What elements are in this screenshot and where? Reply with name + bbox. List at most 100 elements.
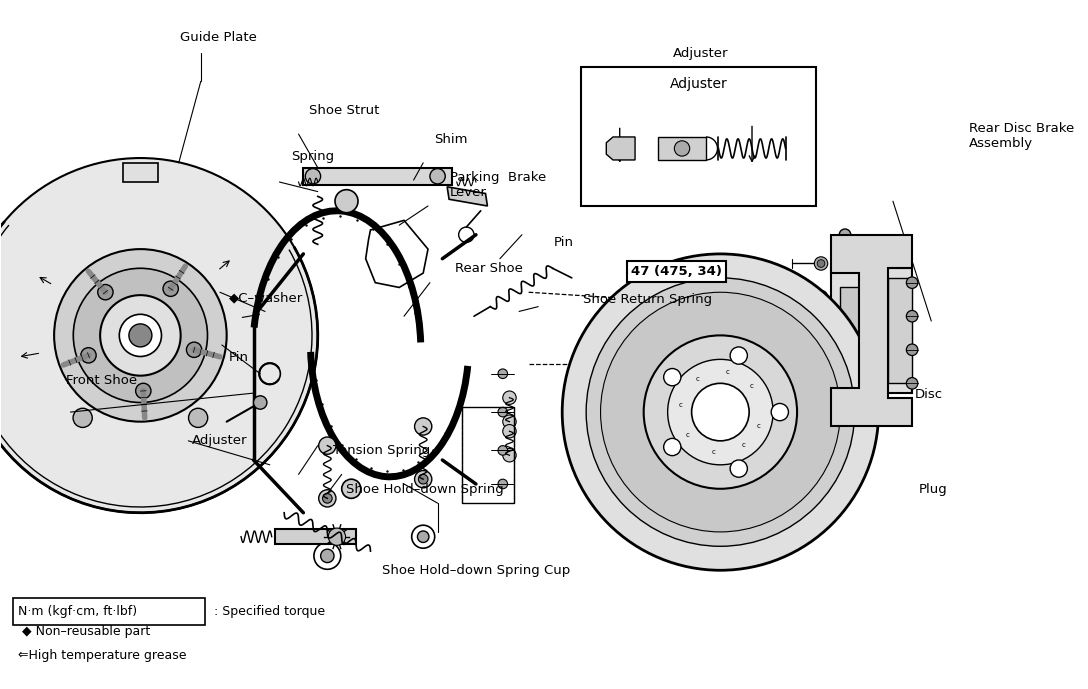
Circle shape	[906, 311, 918, 322]
Circle shape	[342, 479, 361, 498]
Circle shape	[664, 438, 681, 455]
Text: Plug: Plug	[919, 484, 948, 496]
Circle shape	[322, 493, 332, 503]
Text: ◆C–washer: ◆C–washer	[228, 292, 304, 305]
Circle shape	[254, 395, 267, 409]
Circle shape	[814, 362, 828, 376]
Text: c: c	[750, 383, 753, 389]
Text: Shoe Strut: Shoe Strut	[309, 103, 380, 116]
Circle shape	[498, 479, 508, 489]
Circle shape	[771, 404, 789, 421]
Circle shape	[430, 169, 445, 184]
Circle shape	[306, 169, 321, 184]
Circle shape	[668, 360, 774, 465]
Circle shape	[503, 449, 516, 462]
Circle shape	[503, 391, 516, 404]
Text: c: c	[695, 376, 700, 382]
Circle shape	[562, 254, 878, 570]
Circle shape	[319, 437, 336, 454]
Circle shape	[136, 383, 151, 399]
Text: Rear Disc Brake
Assembly: Rear Disc Brake Assembly	[969, 122, 1075, 150]
Circle shape	[498, 446, 508, 455]
Bar	[888, 278, 912, 383]
Circle shape	[817, 365, 825, 373]
Text: Parking  Brake
Lever: Parking Brake Lever	[449, 171, 546, 199]
Circle shape	[498, 369, 508, 378]
Text: Shoe Hold–down Spring: Shoe Hold–down Spring	[346, 484, 504, 496]
Circle shape	[98, 285, 113, 300]
Circle shape	[188, 409, 208, 427]
Circle shape	[730, 347, 747, 364]
Text: Shim: Shim	[434, 134, 468, 146]
Bar	[123, 163, 158, 182]
Circle shape	[817, 260, 825, 267]
Circle shape	[498, 407, 508, 417]
Circle shape	[906, 277, 918, 289]
Text: Pin: Pin	[554, 236, 574, 249]
Text: Pin: Pin	[228, 351, 249, 364]
Text: 47 (475, 34): 47 (475, 34)	[631, 265, 721, 278]
Circle shape	[415, 418, 432, 435]
Text: N·m (kgf·cm, ft·lbf): N·m (kgf·cm, ft·lbf)	[17, 605, 137, 618]
Bar	[840, 287, 878, 373]
Text: Adjuster: Adjuster	[670, 77, 728, 91]
Text: ◆ Non–reusable part: ◆ Non–reusable part	[23, 625, 151, 638]
Text: c: c	[726, 369, 729, 376]
Circle shape	[906, 344, 918, 356]
Circle shape	[335, 189, 358, 213]
Text: Disc: Disc	[915, 388, 943, 400]
Circle shape	[846, 251, 863, 267]
Text: c: c	[712, 449, 715, 455]
Circle shape	[186, 342, 201, 358]
Circle shape	[839, 229, 851, 240]
Circle shape	[81, 348, 96, 363]
Circle shape	[675, 141, 690, 156]
Circle shape	[100, 295, 181, 376]
Circle shape	[73, 409, 92, 427]
Circle shape	[692, 383, 750, 441]
Circle shape	[586, 278, 854, 546]
Circle shape	[503, 424, 516, 438]
Text: Tension Spring: Tension Spring	[333, 444, 431, 457]
Circle shape	[814, 329, 828, 342]
Circle shape	[329, 528, 346, 545]
Polygon shape	[606, 137, 635, 160]
Circle shape	[814, 290, 828, 304]
Circle shape	[814, 257, 828, 270]
Bar	[830, 268, 912, 393]
Text: c: c	[679, 402, 682, 408]
Bar	[581, 67, 816, 206]
Circle shape	[54, 249, 226, 422]
Circle shape	[644, 336, 798, 489]
Text: : Specified torque: : Specified torque	[214, 605, 325, 618]
Circle shape	[730, 460, 747, 477]
Circle shape	[73, 268, 208, 402]
Text: Shoe Hold–down Spring Cup: Shoe Hold–down Spring Cup	[382, 564, 570, 577]
Circle shape	[321, 549, 334, 563]
Text: ⇐High temperature grease: ⇐High temperature grease	[17, 649, 186, 662]
Circle shape	[319, 490, 336, 507]
Text: Guide Plate: Guide Plate	[180, 31, 257, 44]
Circle shape	[128, 324, 152, 347]
Circle shape	[163, 281, 178, 296]
Circle shape	[0, 158, 318, 513]
Bar	[658, 137, 706, 160]
Text: Shoe Return Spring: Shoe Return Spring	[583, 294, 713, 306]
Text: Adjuster: Adjuster	[672, 48, 728, 61]
Text: c: c	[756, 423, 761, 429]
Circle shape	[779, 520, 792, 534]
Text: c: c	[742, 442, 745, 448]
Circle shape	[503, 415, 516, 429]
Circle shape	[817, 294, 825, 301]
Polygon shape	[830, 235, 912, 426]
Bar	[461, 407, 515, 503]
Text: Rear Shoe: Rear Shoe	[455, 262, 523, 275]
Text: Spring: Spring	[292, 150, 334, 163]
Circle shape	[415, 471, 432, 488]
Circle shape	[906, 378, 918, 389]
Text: Front Shoe: Front Shoe	[66, 374, 137, 387]
Circle shape	[419, 475, 428, 484]
Circle shape	[664, 369, 681, 386]
Text: Adjuster: Adjuster	[193, 434, 248, 447]
Text: c: c	[685, 432, 690, 438]
